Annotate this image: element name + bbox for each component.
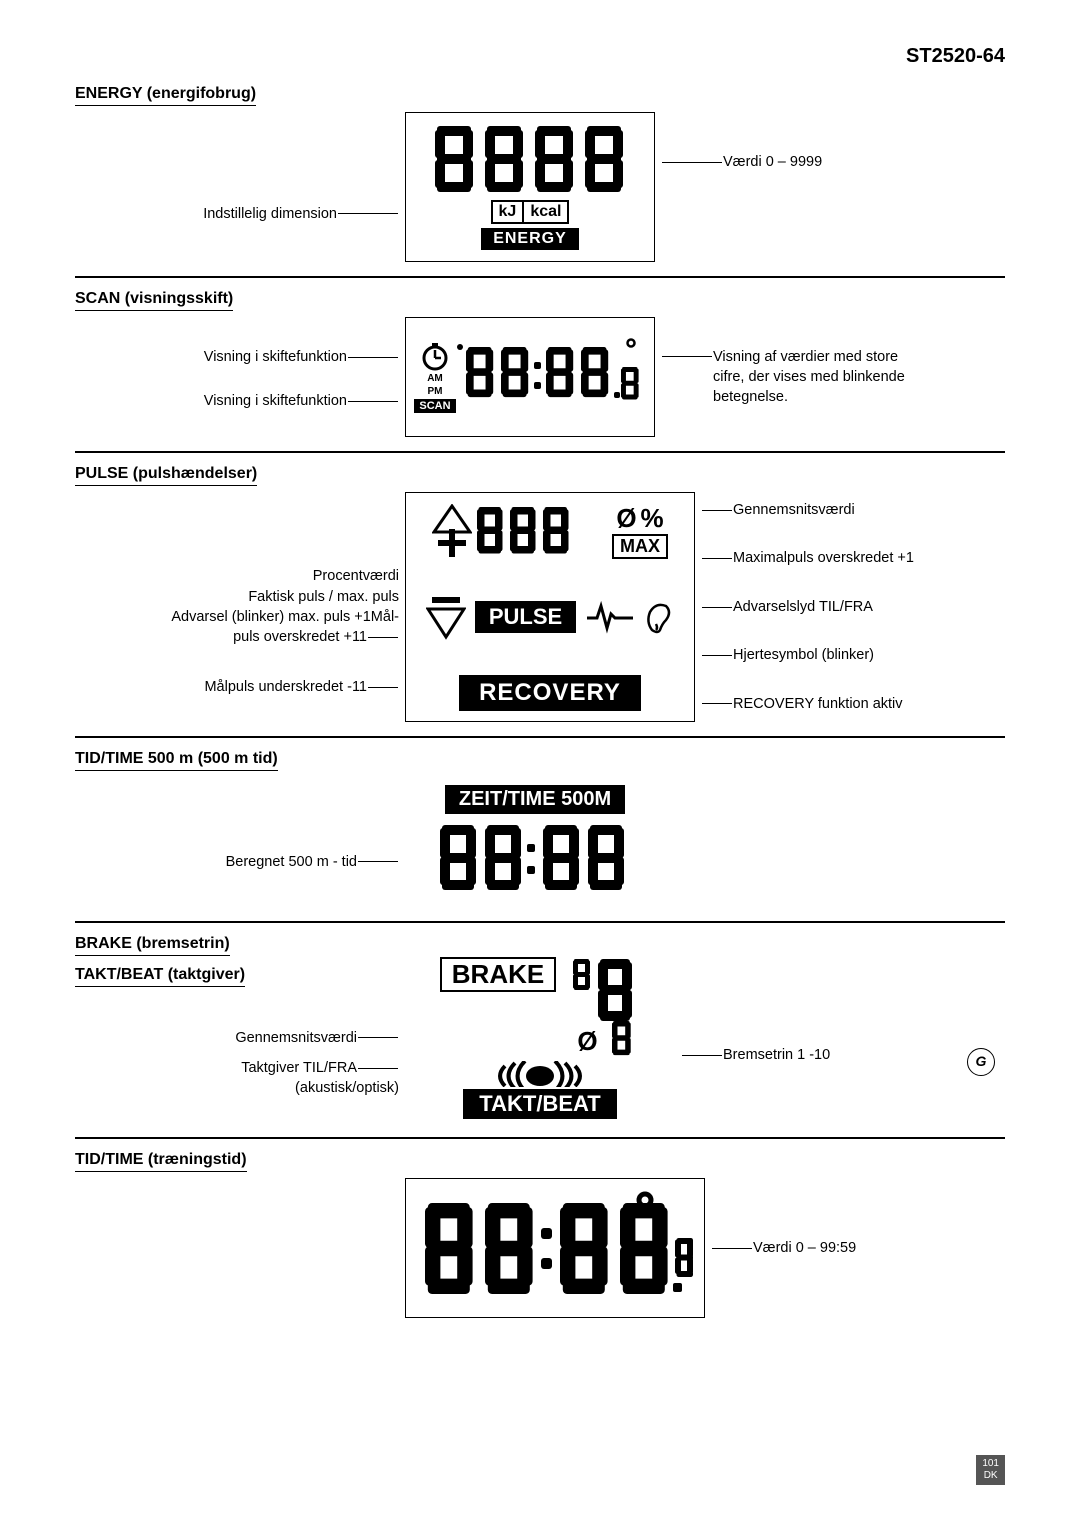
section-timetrain: TID/TIME (træningstid) <box>75 1139 1005 1332</box>
scan-right-desc: Visning af værdier med store cifre, der … <box>661 347 1005 408</box>
kj-badge: kJ <box>491 200 525 224</box>
stopwatch-icon <box>420 341 450 371</box>
pulse-left-5: Målpuls underskredet -11 <box>204 677 399 697</box>
brake-small-digit-icon <box>612 1021 647 1061</box>
energy-value-range: Værdi 0 – 9999 <box>661 152 1005 172</box>
ear-icon <box>644 600 674 635</box>
sound-waves-icon <box>440 1061 640 1087</box>
takt-beat-badge: TAKT/BEAT <box>463 1089 616 1119</box>
brake-left-2: Taktgiver TIL/FRA <box>241 1058 399 1078</box>
time500-display: ZEIT/TIME 500M <box>405 777 665 907</box>
brake-left-3: (akustisk/optisk) <box>241 1078 399 1098</box>
scan-display: AM PM SCAN <box>405 317 655 437</box>
energy-title: ENERGY (energifobrug) <box>75 85 256 106</box>
pulse-display: Ø % MAX PULSE <box>405 492 695 722</box>
page-number: 101 <box>982 1458 999 1470</box>
minus-triangle-icon <box>426 595 466 640</box>
pulse-right-4: Hjertesymbol (blinker) <box>701 645 1005 665</box>
time500-digits-icon <box>425 820 645 900</box>
pulse-right-1: Gennemsnitsværdi <box>701 500 1005 520</box>
zeit-time-badge: ZEIT/TIME 500M <box>445 785 625 814</box>
pulse-title: PULSE (pulshændelser) <box>75 465 257 486</box>
plus-triangle-icon <box>432 504 472 559</box>
scan-title: SCAN (visningsskift) <box>75 290 233 311</box>
timetrain-right-1: Værdi 0 – 99:59 <box>711 1238 1005 1258</box>
section-scan: SCAN (visningsskift) Visning i skiftefun… <box>75 278 1005 453</box>
pulse-left-4: puls overskredet +11 <box>233 627 399 647</box>
brake-badge: BRAKE <box>440 957 556 992</box>
time500-left-1: Beregnet 500 m - tid <box>226 852 399 872</box>
pm-label: PM <box>427 386 442 397</box>
pulse-left-3: Advarsel (blinker) max. puls +1Mål- <box>171 607 399 627</box>
brake-right-1: Bremsetrin 1 -10 <box>681 1045 1005 1065</box>
pulse-right-3: Advarselslyd TIL/FRA <box>701 597 1005 617</box>
scan-left-1: Visning i skiftefunktion <box>204 347 399 367</box>
scan-digits-icon <box>456 337 646 417</box>
kcal-badge: kcal <box>522 200 569 224</box>
energy-display: kJ kcal ENERGY <box>405 112 655 262</box>
energy-label-badge: ENERGY <box>481 228 579 250</box>
timetrain-display <box>405 1178 705 1318</box>
pulse-digits-icon <box>472 504 612 559</box>
timetrain-title: TID/TIME (træningstid) <box>75 1151 247 1172</box>
brake-avg-symbol: Ø <box>577 1026 597 1057</box>
scan-label-badge: SCAN <box>414 399 455 413</box>
timetrain-digits-icon <box>415 1188 695 1308</box>
recovery-label-badge: RECOVERY <box>459 675 641 711</box>
energy-digits-icon <box>430 124 630 194</box>
heartbeat-icon <box>585 600 635 635</box>
scan-left-2: Visning i skiftefunktion <box>204 391 399 411</box>
brake-left-1: Gennemsnitsværdi <box>235 1028 399 1048</box>
max-badge: MAX <box>612 534 668 559</box>
brake-display: BRAKE <box>405 953 675 1123</box>
time500-title: TID/TIME 500 m (500 m tid) <box>75 750 278 771</box>
g-indicator: G <box>967 1048 995 1076</box>
avg-symbol: Ø <box>616 503 636 534</box>
section-brake: BRAKE (bremsetrin) TAKT/BEAT (taktgiver)… <box>75 923 1005 1139</box>
page-footer: 101 DK <box>976 1455 1005 1485</box>
pulse-left-1: Procentværdi <box>313 566 399 586</box>
page-lang: DK <box>982 1470 999 1482</box>
section-energy: ENERGY (energifobrug) Indstillelig dimen… <box>75 45 1005 278</box>
pulse-left-2: Faktisk puls / max. puls <box>248 587 399 607</box>
section-pulse: PULSE (pulshændelser) Procentværdi Fakti… <box>75 453 1005 738</box>
pulse-right-2: Maximalpuls overskredet +1 <box>701 548 1005 568</box>
am-label: AM <box>427 373 443 384</box>
percent-symbol: % <box>641 503 664 534</box>
section-time500: TID/TIME 500 m (500 m tid) Beregnet 500 … <box>75 738 1005 923</box>
brake-digits-icon <box>570 957 640 1027</box>
pulse-right-5: RECOVERY funktion aktiv <box>701 694 1005 714</box>
energy-dimension-label: Indstillelig dimension <box>203 204 399 224</box>
pulse-label-badge: PULSE <box>475 601 576 633</box>
